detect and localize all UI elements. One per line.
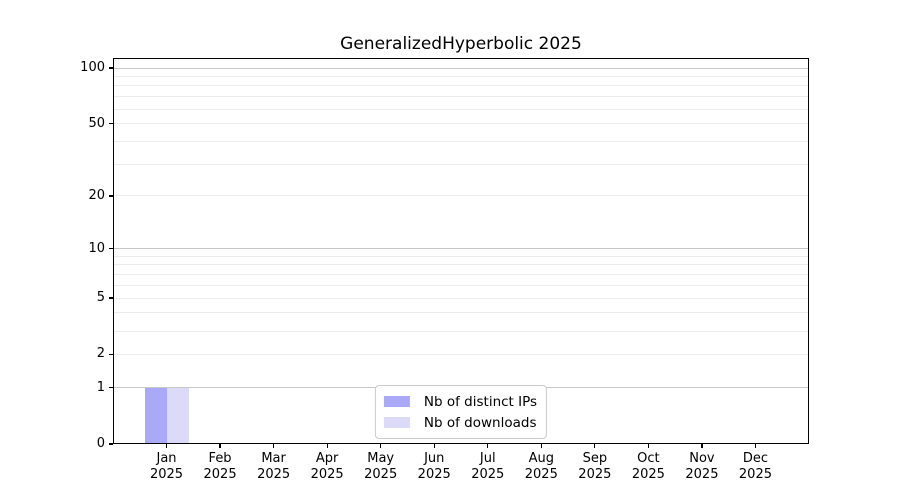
x-tick (273, 444, 275, 448)
y-tick-label: 20 (88, 187, 105, 203)
x-tick (487, 444, 489, 448)
gridline-minor (113, 85, 809, 87)
x-tick (433, 444, 435, 448)
gridline-minor (113, 312, 809, 314)
legend-swatch-distinct-ips (383, 396, 410, 407)
x-tick-month: Oct (637, 451, 660, 466)
gridline-major (113, 248, 809, 250)
gridline-minor (113, 195, 809, 197)
gridline-minor (113, 284, 809, 286)
x-tick-month: Jun (424, 451, 445, 466)
bar-nb-of-distinct-ips-jan (144, 387, 167, 444)
x-tick-month: Apr (315, 451, 339, 466)
y-tick-label: 5 (96, 290, 105, 306)
x-tick-year: 2025 (524, 466, 558, 482)
x-tick (701, 444, 703, 448)
x-tick-label: Oct 2025 (618, 451, 678, 482)
x-tick-year: 2025 (578, 466, 612, 482)
x-tick-month: Dec (742, 451, 769, 466)
x-tick (647, 444, 649, 448)
gridline-major (113, 67, 809, 69)
x-tick (219, 444, 221, 448)
legend-item-distinct-ips: Nb of distinct IPs (383, 392, 538, 411)
x-tick-month: Aug (528, 451, 554, 466)
y-tick (109, 67, 113, 69)
x-tick-year: 2025 (631, 466, 665, 482)
x-tick-year: 2025 (738, 466, 772, 482)
legend: Nb of distinct IPs Nb of downloads (374, 385, 548, 439)
y-tick (109, 353, 113, 356)
x-tick-year: 2025 (203, 466, 237, 482)
gridline-minor (113, 255, 809, 257)
x-tick (540, 444, 542, 448)
gridline-minor (113, 96, 809, 98)
x-tick-label: Jan 2025 (137, 451, 197, 482)
x-tick-label: Feb 2025 (190, 451, 250, 482)
legend-swatch-downloads (383, 417, 410, 428)
gridline-minor (113, 140, 809, 142)
x-tick-label: Apr 2025 (297, 451, 357, 482)
y-tick (109, 195, 113, 197)
y-tick-label: 2 (96, 346, 105, 362)
x-tick-year: 2025 (364, 466, 398, 482)
gridline-minor (113, 108, 809, 110)
y-tick-label: 0 (96, 436, 105, 451)
x-tick-month: Nov (689, 451, 715, 466)
gridline-minor (113, 76, 809, 77)
y-tick (109, 297, 113, 299)
legend-item-downloads: Nb of downloads (383, 413, 537, 432)
x-tick (326, 444, 328, 448)
x-tick-label: Nov 2025 (672, 451, 732, 482)
x-tick-label: Jul 2025 (458, 451, 518, 482)
x-tick-label: May 2025 (351, 451, 411, 482)
x-tick-label: Aug 2025 (511, 451, 571, 482)
bar-nb-of-downloads-jan (166, 387, 189, 444)
x-tick-label: Jun 2025 (404, 451, 464, 482)
x-tick (380, 444, 382, 448)
gridline-minor (113, 274, 809, 276)
x-tick-year: 2025 (310, 466, 344, 482)
x-tick-label: Dec 2025 (725, 451, 785, 482)
x-tick-year: 2025 (149, 466, 184, 482)
x-tick-month: May (367, 451, 395, 466)
x-tick-month: Jan (156, 451, 177, 466)
x-tick-label: Sep 2025 (565, 451, 625, 482)
x-tick-month: Jul (479, 451, 496, 466)
y-tick-label: 50 (88, 115, 105, 131)
gridline-minor (113, 297, 809, 299)
legend-label-downloads: Nb of downloads (423, 414, 537, 431)
gridline-minor (113, 264, 809, 266)
y-tick (109, 248, 113, 250)
x-tick-year: 2025 (417, 466, 451, 482)
x-tick-month: Feb (208, 451, 232, 466)
x-tick-year: 2025 (685, 466, 719, 482)
x-tick-month: Sep (582, 451, 608, 466)
gridline-minor (113, 123, 809, 125)
x-tick-year: 2025 (257, 466, 291, 482)
x-tick-year: 2025 (471, 466, 505, 482)
plot-area: Nb of distinct IPs Nb of downloads (113, 58, 809, 444)
gridline-minor (113, 163, 809, 165)
y-tick (109, 123, 113, 125)
chart-title: GeneralizedHyperbolic 2025 (340, 34, 582, 54)
x-tick-month: Mar (261, 451, 286, 466)
y-tick (109, 386, 113, 389)
x-tick (754, 444, 757, 448)
y-tick-label: 100 (80, 60, 105, 75)
gridline-minor (113, 330, 809, 332)
x-tick (594, 444, 596, 448)
gridline-minor (113, 353, 809, 355)
y-tick-label: 10 (88, 240, 105, 256)
legend-label-distinct-ips: Nb of distinct IPs (423, 393, 538, 410)
y-tick (109, 443, 113, 445)
y-tick-label: 1 (96, 379, 105, 395)
x-tick (165, 444, 168, 448)
x-tick-label: Mar 2025 (244, 451, 304, 482)
